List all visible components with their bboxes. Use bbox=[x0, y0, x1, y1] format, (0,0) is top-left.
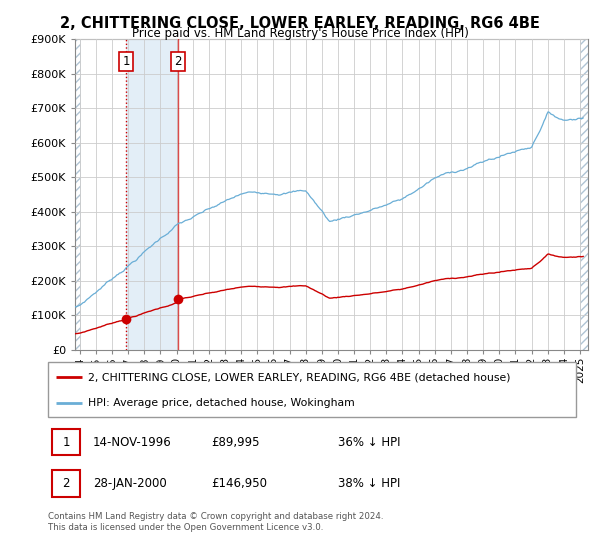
FancyBboxPatch shape bbox=[52, 429, 80, 455]
Text: 1: 1 bbox=[122, 55, 130, 68]
Text: 28-JAN-2000: 28-JAN-2000 bbox=[93, 477, 167, 490]
Text: 2: 2 bbox=[62, 477, 70, 490]
Text: 2: 2 bbox=[174, 55, 182, 68]
Text: Price paid vs. HM Land Registry's House Price Index (HPI): Price paid vs. HM Land Registry's House … bbox=[131, 27, 469, 40]
Text: HPI: Average price, detached house, Wokingham: HPI: Average price, detached house, Woki… bbox=[88, 399, 355, 408]
Text: Contains HM Land Registry data © Crown copyright and database right 2024.
This d: Contains HM Land Registry data © Crown c… bbox=[48, 512, 383, 532]
Bar bbox=[580, 39, 588, 350]
FancyBboxPatch shape bbox=[48, 362, 576, 417]
Text: 14-NOV-1996: 14-NOV-1996 bbox=[93, 436, 172, 449]
Text: £146,950: £146,950 bbox=[212, 477, 268, 490]
Text: 36% ↓ HPI: 36% ↓ HPI bbox=[338, 436, 401, 449]
Text: 2, CHITTERING CLOSE, LOWER EARLEY, READING, RG6 4BE (detached house): 2, CHITTERING CLOSE, LOWER EARLEY, READI… bbox=[88, 372, 510, 382]
Bar bbox=[126, 39, 178, 350]
Text: 2, CHITTERING CLOSE, LOWER EARLEY, READING, RG6 4BE: 2, CHITTERING CLOSE, LOWER EARLEY, READI… bbox=[60, 16, 540, 31]
Bar bbox=[75, 39, 80, 350]
Text: £89,995: £89,995 bbox=[212, 436, 260, 449]
FancyBboxPatch shape bbox=[52, 470, 80, 497]
Text: 1: 1 bbox=[62, 436, 70, 449]
Text: 38% ↓ HPI: 38% ↓ HPI bbox=[338, 477, 401, 490]
